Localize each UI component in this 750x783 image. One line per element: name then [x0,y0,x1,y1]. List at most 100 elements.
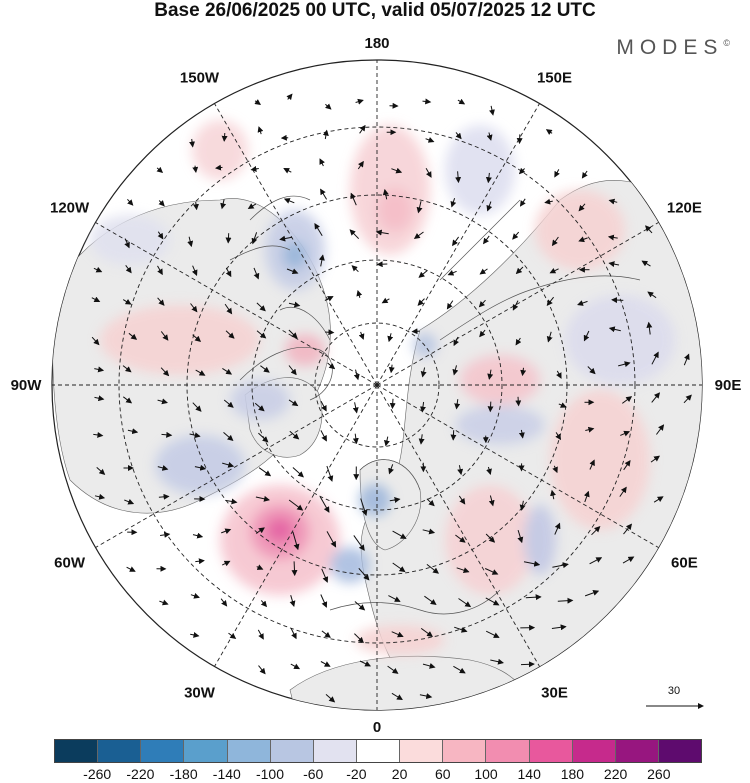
lon-label-180: 180 [364,35,389,52]
wind-arrow [189,432,201,439]
wind-arrow [192,334,202,342]
wind-arrow [320,430,327,442]
wind-arrow [224,303,233,315]
wind-arrow [192,402,202,412]
wind-arrow [192,532,204,539]
wind-arrow [247,203,257,210]
wind-arrow [523,560,541,567]
wind-arrow [683,353,690,366]
wind-arrow [124,498,135,505]
wind-arrow [411,328,420,335]
wind-arrow [190,632,200,638]
wind-arrow [122,298,132,305]
wind-arrow [426,564,439,574]
wind-arrow [488,495,495,507]
wind-arrow [221,528,232,535]
wind-arrow [359,660,371,667]
wind-arrow [554,169,560,178]
meridian-330 [214,384,378,667]
map-content [52,60,702,710]
wind-arrow [320,400,327,412]
wind-arrow [452,365,459,376]
wind-arrow [623,523,633,535]
wind-arrow [349,229,360,240]
meridian-120 [376,222,659,386]
wind-arrow [417,298,425,306]
wind-arrow [518,429,525,439]
wind-arrow [319,496,330,513]
wind-arrow [220,598,228,607]
wind-arrow [424,595,437,605]
coast-arctic-archipelago [239,307,333,401]
wind-arrow [608,326,621,333]
wind-arrow [651,392,661,403]
wind-arrow [159,599,169,606]
wind-arrow [419,693,433,699]
wind-arrow [288,301,301,308]
wind-arrow [519,198,526,207]
anomaly-hudson-neg [155,435,245,495]
wind-arrow [653,496,664,503]
wind-arrow [260,600,268,608]
wind-arrow [544,198,553,205]
wind-arrow [589,459,595,470]
anomaly-british-neg [330,547,370,583]
land-africa [289,656,528,710]
wind-arrow [650,455,661,463]
wind-arrow [589,557,603,565]
wind-arrow [387,333,394,343]
wind-arrow [291,561,298,577]
wind-arrow [558,402,567,408]
wind-arrow [453,665,466,674]
wind-arrow [255,527,265,534]
wind-arrow [256,302,266,312]
colorbar-segment [184,740,228,762]
wind-arrow [325,103,332,110]
wind-arrow [620,430,631,437]
wind-arrow [189,138,196,148]
wind-arrow [456,567,470,574]
wind-arrow [556,370,562,379]
wind-arrow [326,465,334,482]
wind-arrow [577,300,588,306]
wind-arrow [578,236,588,243]
wind-arrow [484,568,499,575]
lon-label-90e: 90E [715,377,742,394]
wind-arrow [391,692,403,701]
wind-arrow [525,594,542,601]
wind-arrow [314,222,323,236]
lon-label-90w: 90W [11,377,43,394]
wind-arrow [519,500,526,511]
wind-arrow [656,424,665,435]
wind-arrow [546,331,553,343]
lon-label-150e: 150E [537,70,572,87]
wind-arrow [392,562,406,573]
wind-arrow [479,329,486,338]
wind-arrow [486,132,493,141]
wind-arrow [458,598,472,608]
anomaly-layer [90,120,675,655]
wind-arrow [319,158,325,167]
wind-arrow [512,300,519,311]
wind-arrow [454,626,468,633]
wind-arrow [94,366,105,373]
wind-arrow [93,431,104,438]
wind-arrow [125,265,132,274]
reference-vector-label: 30 [668,685,680,697]
anomaly-caspian-neg [524,505,556,575]
lat-circle-30 [118,126,636,644]
anomaly-urals-pos [550,390,650,530]
wind-arrow [160,331,169,341]
wind-arrow [257,126,264,135]
wind-arrow [157,265,163,276]
wind-arrow [608,261,620,268]
wind-arrow [223,432,234,442]
wind-arrow [550,489,556,500]
wind-arrow [192,165,199,173]
wind-arrow [389,398,396,410]
wind-arrow [518,167,526,175]
wind-arrow [353,535,365,551]
wind-arrow [425,137,435,143]
colorbar-segment [227,740,271,762]
wind-arrow [195,558,205,565]
